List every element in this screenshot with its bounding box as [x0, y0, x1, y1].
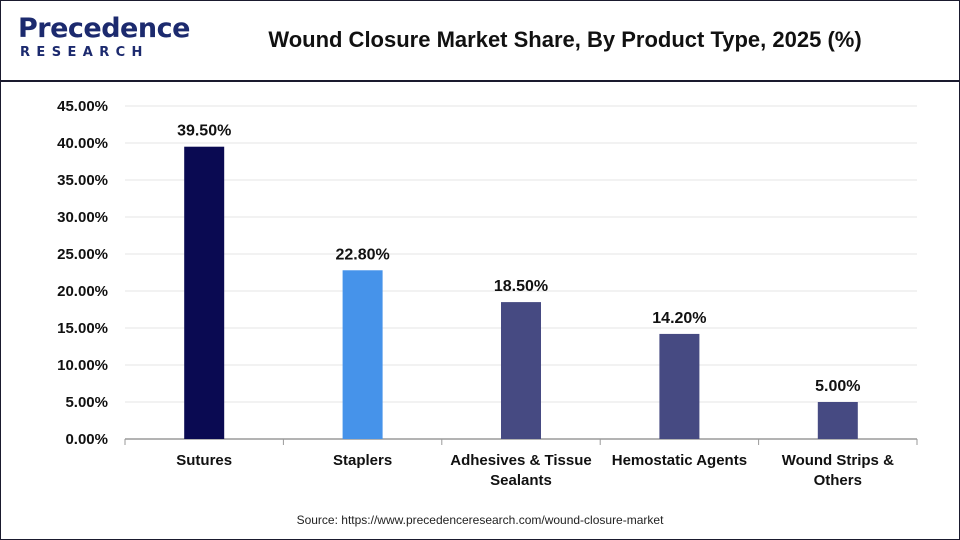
- logo-wordmark: Precedence: [18, 13, 190, 44]
- x-category-label-line: Adhesives & Tissue: [450, 452, 591, 469]
- x-category-label: Adhesives & Tissue Sealants: [450, 452, 591, 489]
- bar-chart: 0.00% 5.00% 10.00% 15.00% 20.00% 25.00% 30.00%…: [57, 98, 918, 489]
- x-category-label-line: Sealants: [490, 472, 552, 489]
- y-tick-label: 35.00%: [57, 172, 108, 189]
- x-category-label: Wound Strips & Others: [782, 452, 894, 489]
- logo-subtitle: RESEARCH: [20, 45, 149, 60]
- data-label: 39.50%: [177, 123, 231, 140]
- header: Precedence RESEARCH Wound Closure Market…: [0, 0, 960, 82]
- x-category-label-line: Wound Strips &: [782, 452, 894, 469]
- chart-title: Wound Closure Market Share, By Product T…: [268, 27, 862, 52]
- x-category-label: Sutures: [176, 452, 232, 469]
- x-category-label-line: Others: [814, 472, 862, 489]
- data-label: 14.20%: [652, 310, 706, 327]
- data-label: 5.00%: [815, 378, 860, 395]
- brand-logo: Precedence RESEARCH: [18, 14, 190, 66]
- y-tick-label: 40.00%: [57, 135, 108, 152]
- y-tick-label: 30.00%: [57, 209, 108, 226]
- y-tick-label: 20.00%: [57, 283, 108, 300]
- x-category-label-line: Sutures: [176, 452, 232, 469]
- x-category-label-line: Hemostatic Agents: [612, 452, 747, 469]
- y-tick-label: 25.00%: [57, 246, 108, 263]
- y-tick-label: 0.00%: [65, 431, 108, 448]
- bar: [184, 146, 225, 439]
- y-tick-label: 10.00%: [57, 357, 108, 374]
- y-tick-label: 5.00%: [65, 394, 108, 411]
- data-label: 18.50%: [494, 278, 548, 295]
- data-label: 22.80%: [335, 246, 389, 263]
- source-note: Source: https://www.precedenceresearch.c…: [296, 513, 664, 527]
- x-category-label: Hemostatic Agents: [612, 452, 747, 469]
- bar: [817, 402, 858, 439]
- y-tick-label: 15.00%: [57, 320, 108, 337]
- x-category-label-line: Staplers: [333, 452, 392, 469]
- bar: [659, 333, 700, 439]
- bar: [342, 270, 383, 439]
- x-category-label: Staplers: [333, 452, 392, 469]
- y-tick-label: 45.00%: [57, 98, 108, 115]
- bar: [501, 302, 541, 439]
